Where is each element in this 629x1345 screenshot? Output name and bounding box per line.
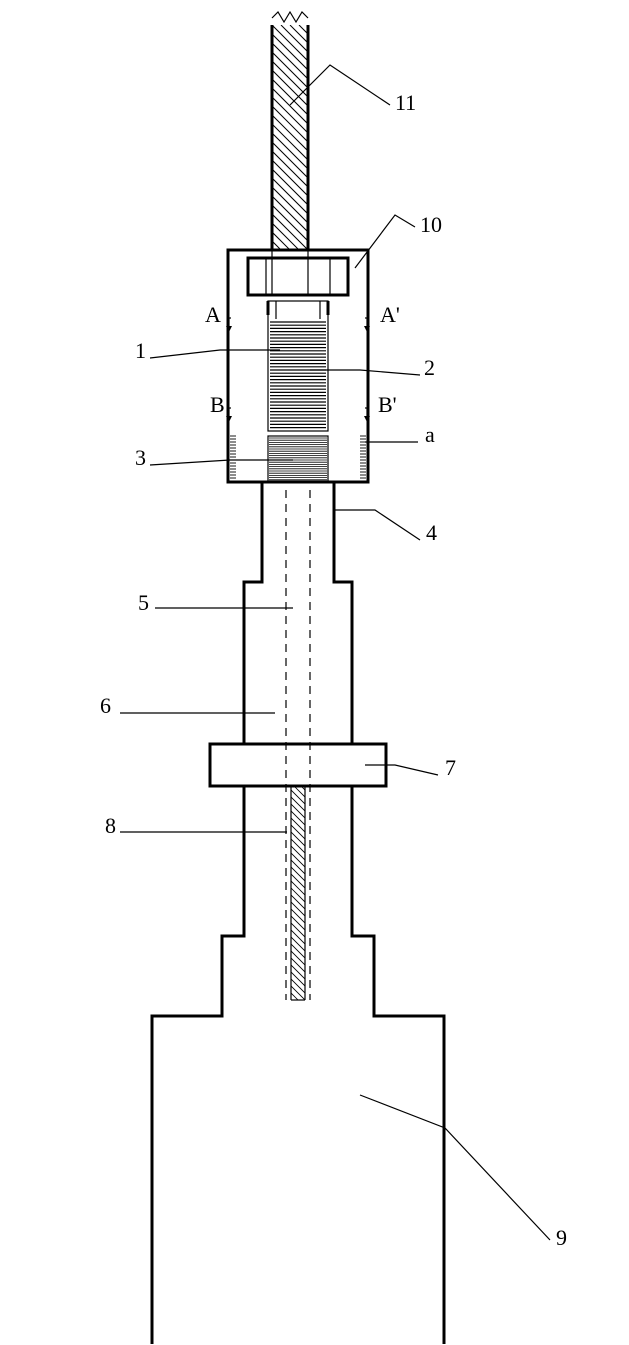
label-3: 3 — [135, 445, 146, 470]
label-6: 6 — [100, 693, 111, 718]
label-9: 9 — [556, 1225, 567, 1250]
label-A: A — [205, 302, 221, 327]
label-7: 7 — [445, 755, 456, 780]
label-2: 2 — [424, 355, 435, 380]
label-4: 4 — [426, 520, 437, 545]
label-10: 10 — [420, 212, 442, 237]
label-a: a — [425, 422, 435, 447]
label-11: 11 — [395, 90, 416, 115]
label-Bprime: B' — [378, 392, 397, 417]
label-Aprime: A' — [380, 302, 400, 327]
label-8: 8 — [105, 813, 116, 838]
label-1: 1 — [135, 338, 146, 363]
technical-diagram: 11 10 A A' 1 2 B B' a 3 4 5 6 7 8 9 — [0, 0, 629, 1345]
label-B: B — [210, 392, 225, 417]
label-5: 5 — [138, 590, 149, 615]
